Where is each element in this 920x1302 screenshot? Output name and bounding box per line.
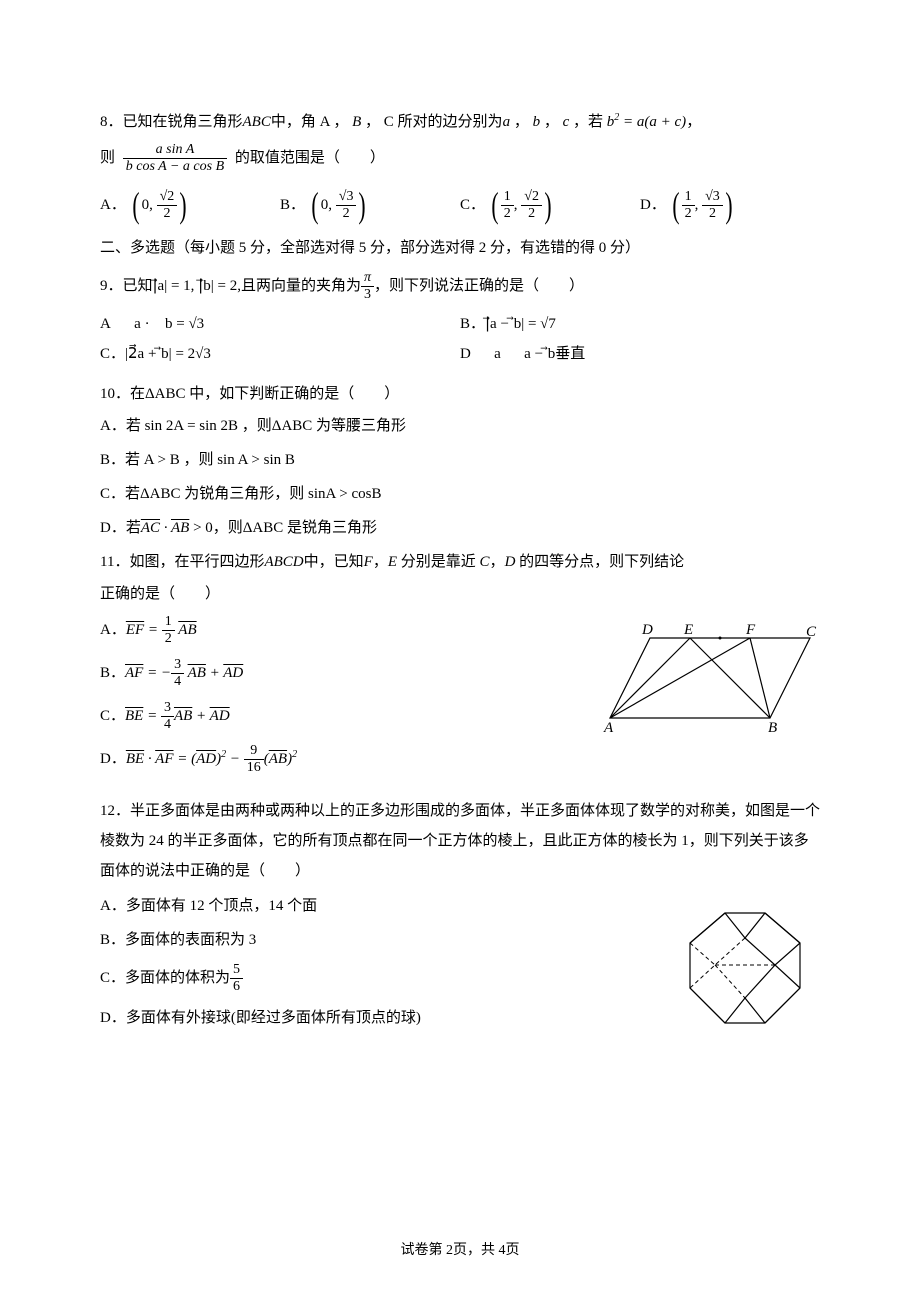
q8-option-d: D． (12, √32)	[640, 189, 820, 222]
fig-label-e: E	[683, 622, 693, 638]
q11-option-d: D．BE · AF = (AD)2 − 916(AB)2	[100, 743, 820, 776]
q8-option-b: B． (0, √32)	[280, 189, 460, 222]
q11-stem-2: 正确的是（ ）	[100, 582, 820, 606]
question-10: 10．在ΔABC 中，如下判断正确的是（ ） A．若 sin 2A = sin …	[100, 382, 820, 540]
fig-label-b: B	[768, 720, 777, 736]
fig-label-c: C	[806, 624, 817, 640]
q12-stem: 12．半正多面体是由两种或两种以上的正多边形围成的多面体，半正多面体体现了数学的…	[100, 796, 820, 886]
question-12: 12．半正多面体是由两种或两种以上的正多边形围成的多面体，半正多面体体现了数学的…	[100, 796, 820, 1048]
q8-options: A． (0, √22) B． (0, √32) C． (12, √22) D． …	[100, 189, 820, 222]
parallelogram-figure: A B C D E F	[600, 618, 820, 738]
question-11: 11．如图，在平行四边形ABCD中，已知F，E 分别是靠近 C，D 的四等分点，…	[100, 550, 820, 787]
page-footer: 试卷第 2页，共 4页	[100, 1240, 820, 1262]
q10-option-c: C．若ΔABC 为锐角三角形，则 sinA > cosB	[100, 482, 820, 506]
q9-options: A．⃗a · ⃗b = √3 B．|⃗a − ⃗b| = √7 C．|2⃗a +…	[100, 312, 820, 372]
q10-option-d: D．若AC · AB > 0，则ΔABC 是锐角三角形	[100, 516, 820, 540]
q10-options: A．若 sin 2A = sin 2B ，则ΔABC 为等腰三角形 B．若 A …	[100, 414, 820, 540]
q8-fraction: a sin A b cos A − a cos B	[123, 142, 227, 175]
fig-label-a: A	[603, 720, 614, 736]
question-8: 8．已知在锐角三角形ABC中，角 A ， B ， C 所对的边分别为a ， b …	[100, 110, 820, 222]
q9-option-d: D．⃗a与⃗a − ⃗b垂直	[460, 342, 820, 366]
q8-option-a: A． (0, √22)	[100, 189, 280, 222]
q9-stem: 9．已知|⃗a| = 1, |⃗b| = 2,且两向量的夹角为π3，则下列说法正…	[100, 270, 820, 303]
section-2-title: 二、多选题（每小题 5 分，全部选对得 5 分，部分选对得 2 分，有选错的得 …	[100, 236, 820, 260]
polyhedron-figure	[670, 898, 820, 1048]
question-9: 9．已知|⃗a| = 1, |⃗b| = 2,且两向量的夹角为π3，则下列说法正…	[100, 270, 820, 371]
q8-option-c: C． (12, √22)	[460, 189, 640, 222]
q11-stem: 11．如图，在平行四边形ABCD中，已知F，E 分别是靠近 C，D 的四等分点，…	[100, 550, 820, 574]
q9-option-b: B．|⃗a − ⃗b| = √7	[460, 312, 820, 336]
q10-option-a: A．若 sin 2A = sin 2B ，则ΔABC 为等腰三角形	[100, 414, 820, 438]
q-number: 8	[100, 114, 108, 130]
fig-label-d: D	[641, 622, 653, 638]
q8-stem-line2: 则 a sin A b cos A − a cos B 的取值范围是（ ）	[100, 142, 820, 175]
q9-option-c: C．|2⃗a + ⃗b| = 2√3	[100, 342, 460, 366]
q10-option-b: B．若 A > B ，则 sin A > sin B	[100, 448, 820, 472]
q10-stem: 10．在ΔABC 中，如下判断正确的是（ ）	[100, 382, 820, 406]
fig-label-f: F	[745, 622, 756, 638]
q9-option-a: A．⃗a · ⃗b = √3	[100, 312, 460, 336]
q8-stem-line1: 8．已知在锐角三角形ABC中，角 A ， B ， C 所对的边分别为a ， b …	[100, 110, 820, 134]
q8-equation: b2 = a(a + c)	[607, 114, 686, 130]
